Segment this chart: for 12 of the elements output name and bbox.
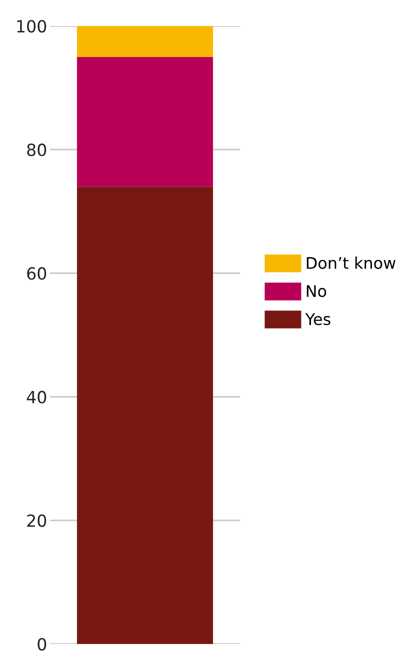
y-tick-label: 80 xyxy=(27,144,46,156)
y-tick-label: 40 xyxy=(26,390,46,404)
y-tick-label: 20 xyxy=(27,514,46,527)
legend-label: Don’t know xyxy=(306,256,396,270)
y-tick-label: 100 xyxy=(17,20,46,33)
bar xyxy=(76,56,214,187)
legend-label: Yes xyxy=(305,313,330,326)
y-tick-label: 0 xyxy=(38,638,46,651)
legend-label: No xyxy=(306,285,326,298)
y-tick-label: 60 xyxy=(27,267,46,280)
bar xyxy=(76,26,214,57)
bar xyxy=(76,186,214,644)
